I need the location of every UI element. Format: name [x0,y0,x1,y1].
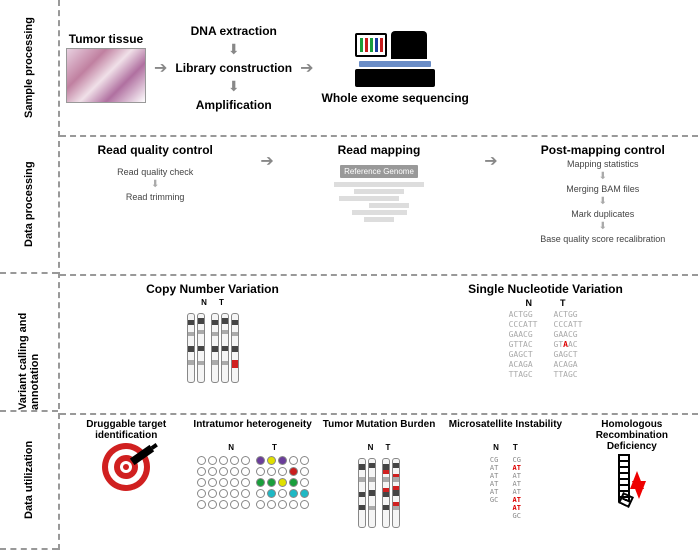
row-label-variant: Variant calling and annotation [0,274,58,412]
pmc-label: Post-mapping control [541,143,665,157]
t-label: T [385,443,390,452]
hrd-label: Homologous Recombination Deficiency [572,419,692,452]
row-label-dataproc: Data processing [0,136,58,274]
pmc-sub2: Merging BAM files [566,184,639,194]
cnv-nt-labels: N T [201,298,224,307]
row-label-sample: Sample processing [0,0,58,136]
msi-sequences: CGATATATATGC CGATATATATATATGC [490,456,521,520]
ith-nt-labels: N T [228,443,277,452]
tmb-block: Tumor Mutation Burden N T [319,419,439,528]
tmb-nt-labels: N T [368,443,391,452]
diagram-root: Sample processing Data processing Varian… [0,0,698,550]
pmc-sub4: Base quality score recalibration [540,234,665,244]
lib-label: Library construction [175,61,292,75]
arrow-down-icon: ⬇ [599,221,607,232]
row-sample: Tumor tissue ➔ DNA extraction ⬇ Library … [60,0,698,135]
sample-steps: DNA extraction ⬇ Library construction ⬇ … [175,24,292,112]
map-label: Read mapping [338,143,421,157]
hrd-block: Homologous Recombination Deficiency [572,419,692,502]
row-labels-sidebar: Sample processing Data processing Varian… [0,0,60,550]
arrow-icon: ➔ [154,58,167,78]
sequencer-block: Whole exome sequencing [322,31,469,105]
wes-label: Whole exome sequencing [322,91,469,105]
cnv-label: Copy Number Variation [146,282,279,296]
snv-label: Single Nucleotide Variation [468,282,623,296]
arrow-icon: ➔ [300,58,313,78]
row-dataproc: Read quality control Read quality check … [60,135,698,274]
arrow-icon: ➔ [260,151,273,171]
snv-n-list: ACTGGCCCATTGAACGGTTACGAGCTACAGATTAGC [509,310,538,380]
tumor-label: Tumor tissue [69,32,143,46]
ith-grids [197,456,309,509]
t-label: T [272,443,277,452]
snv-block: Single Nucleotide Variation N T ACTGGCCC… [399,282,692,409]
arrow-down-icon: ⬇ [228,41,240,58]
tissue-image [66,48,146,103]
sequencer-icon [355,31,435,87]
n-label: N [493,443,499,452]
snv-t-list: ACTGGCCCATTGAACGGTAACGAGCTACAGATTAGC [554,310,583,380]
snv-sequences: ACTGGCCCATTGAACGGTTACGAGCTACAGATTAGC ACT… [509,310,583,380]
content-area: Tumor tissue ➔ DNA extraction ⬇ Library … [60,0,698,550]
n-label: N [368,443,374,452]
n-label: N [228,443,234,452]
ref-genome-label: Reference Genome [340,165,418,178]
dna-label: DNA extraction [191,24,277,38]
amp-label: Amplification [196,98,272,112]
tmb-label: Tumor Mutation Burden [323,419,436,441]
cnv-block: Copy Number Variation N T [66,282,359,409]
t-label: T [560,298,566,308]
ith-label: Intratumor heterogeneity [193,419,311,441]
pmc-sub3: Mark duplicates [571,209,634,219]
t-label: T [513,443,518,452]
msi-block: Microsatellite Instability N T CGATATATA… [445,419,565,520]
arrow-icon: ➔ [484,151,497,171]
drug-block: Druggable target identification [66,419,186,491]
msi-nt-labels: N T [493,443,518,452]
rqc-sub1: Read quality check [117,167,193,177]
map-block: Read mapping Reference Genome [290,143,468,222]
rqc-block: Read quality control Read quality check … [66,143,244,202]
arrow-down-icon: ⬇ [151,179,159,190]
tmb-chromosomes-icon [358,458,400,528]
n-label: N [526,298,533,308]
arrow-down-icon: ⬇ [599,196,607,207]
arrow-down-icon: ⬇ [228,78,240,95]
hrd-icon [618,454,646,502]
pmc-sub1: Mapping statistics [567,159,639,169]
ith-t-grid-icon [256,456,309,509]
rqc-sub2: Read trimming [126,192,185,202]
reads-icon [334,182,424,222]
n-label: N [201,298,207,307]
rqc-label: Read quality control [98,143,213,157]
msi-label: Microsatellite Instability [449,419,562,441]
ith-block: Intratumor heterogeneity N T [192,419,312,509]
ith-n-grid-icon [197,456,250,509]
row-util: Druggable target identification Intratum… [60,413,698,550]
tumor-block: Tumor tissue [66,32,146,103]
row-variant: Copy Number Variation N T Single Nucleot… [60,274,698,413]
cnv-chromosomes-icon [187,313,239,383]
snv-nt-labels: N T [526,298,566,308]
pmc-block: Post-mapping control Mapping statistics … [514,143,692,244]
bolt-icon [632,481,646,499]
drug-label: Druggable target identification [66,419,186,441]
t-label: T [219,298,224,307]
row-label-util: Data utilization [0,412,58,550]
arrow-down-icon: ⬇ [599,171,607,182]
target-icon [102,443,150,491]
